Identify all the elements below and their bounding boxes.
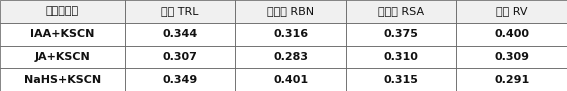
- Text: 0.309: 0.309: [494, 52, 529, 62]
- Text: 0.307: 0.307: [163, 52, 197, 62]
- Bar: [456, 46, 567, 68]
- Text: 0.283: 0.283: [273, 52, 308, 62]
- Bar: [346, 68, 456, 91]
- Bar: [456, 0, 567, 23]
- Bar: [125, 68, 235, 91]
- Text: 0.316: 0.316: [273, 29, 308, 39]
- Bar: [125, 0, 235, 23]
- Bar: [456, 23, 567, 46]
- Text: 0.315: 0.315: [384, 75, 418, 85]
- Text: 分叉数 RBN: 分叉数 RBN: [267, 6, 314, 16]
- Bar: [0, 46, 125, 68]
- Text: 长度 TRL: 长度 TRL: [161, 6, 199, 16]
- Bar: [456, 68, 567, 91]
- Text: 0.375: 0.375: [384, 29, 418, 39]
- Bar: [235, 23, 346, 46]
- Bar: [235, 68, 346, 91]
- Text: 0.400: 0.400: [494, 29, 529, 39]
- Text: 0.401: 0.401: [273, 75, 308, 85]
- Text: 化学调控剂: 化学调控剂: [46, 6, 79, 16]
- Text: 表面积 RSA: 表面积 RSA: [378, 6, 424, 16]
- Text: 0.291: 0.291: [494, 75, 530, 85]
- Text: 体积 RV: 体积 RV: [496, 6, 527, 16]
- Bar: [346, 46, 456, 68]
- Bar: [346, 0, 456, 23]
- Bar: [125, 23, 235, 46]
- Text: 0.310: 0.310: [384, 52, 418, 62]
- Bar: [0, 0, 125, 23]
- Bar: [0, 23, 125, 46]
- Text: IAA+KSCN: IAA+KSCN: [30, 29, 95, 39]
- Text: 0.344: 0.344: [162, 29, 198, 39]
- Bar: [125, 46, 235, 68]
- Bar: [346, 23, 456, 46]
- Text: NaHS+KSCN: NaHS+KSCN: [24, 75, 101, 85]
- Bar: [235, 0, 346, 23]
- Text: 0.349: 0.349: [162, 75, 198, 85]
- Bar: [235, 46, 346, 68]
- Bar: [0, 68, 125, 91]
- Text: JA+KSCN: JA+KSCN: [35, 52, 90, 62]
